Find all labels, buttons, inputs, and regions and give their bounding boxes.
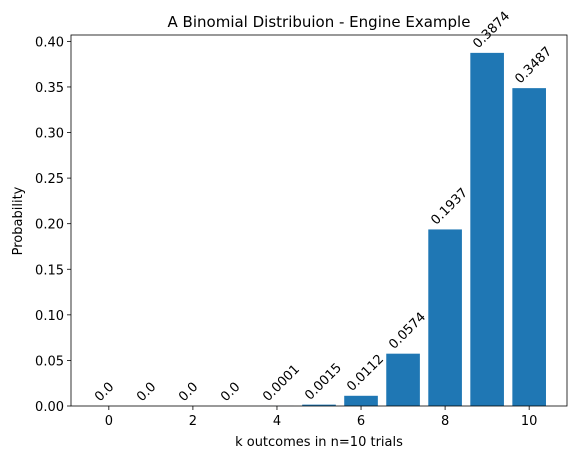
bars-layer	[260, 52, 546, 407]
x-tick-label-6: 6	[357, 414, 365, 429]
y-tick-label-7: 0.35	[35, 81, 64, 96]
data-label-k-9: 0.3874	[470, 9, 513, 52]
y-axis-title: Probability	[11, 186, 26, 255]
y-axis-ticks: 0.00 0.05 0.10 0.15 0.20 0.25 0.30 0.35 0.40	[35, 35, 71, 415]
x-tick-label-10: 10	[521, 414, 538, 429]
x-tick-label-0: 0	[105, 414, 113, 429]
x-tick-label-8: 8	[441, 414, 449, 429]
chart-title: A Binomial Distribuion - Engine Example	[168, 13, 471, 31]
y-tick-label-4: 0.20	[35, 218, 64, 233]
plot-frame	[70, 34, 568, 407]
data-label-k-5: 0.0015	[302, 361, 345, 404]
bar-k-7	[386, 353, 420, 406]
y-tick-label-0: 0.00	[35, 400, 64, 415]
data-label-k-1: 0.0	[134, 380, 159, 405]
x-tick-label-2: 2	[189, 414, 197, 429]
bar-k-5	[302, 404, 336, 406]
data-label-k-2: 0.0	[176, 380, 201, 405]
data-label-k-0: 0.0	[92, 380, 117, 405]
bar-k-8	[428, 229, 462, 406]
y-tick-label-3: 0.15	[35, 263, 64, 278]
bar-k-10	[512, 88, 546, 406]
bar-k-9	[470, 52, 504, 407]
data-label-k-4: 0.0001	[260, 362, 303, 405]
data-label-k-7: 0.0574	[386, 310, 429, 353]
x-tick-label-4: 4	[273, 414, 281, 429]
y-tick-label-6: 0.30	[35, 127, 64, 142]
y-tick-label-1: 0.05	[35, 354, 64, 369]
x-axis-title: k outcomes in n=10 trials	[235, 435, 403, 450]
y-tick-label-8: 0.40	[35, 35, 64, 50]
data-label-k-3: 0.0	[218, 380, 243, 405]
x-axis-ticks: 0 2 4 6 8 10	[105, 406, 538, 429]
data-label-k-6: 0.0112	[344, 352, 387, 395]
y-tick-label-5: 0.25	[35, 172, 64, 187]
bar-k-6	[344, 395, 378, 406]
y-tick-label-2: 0.10	[35, 309, 64, 324]
data-label-k-8: 0.1937	[428, 185, 471, 228]
data-label-k-10: 0.3487	[512, 44, 555, 87]
